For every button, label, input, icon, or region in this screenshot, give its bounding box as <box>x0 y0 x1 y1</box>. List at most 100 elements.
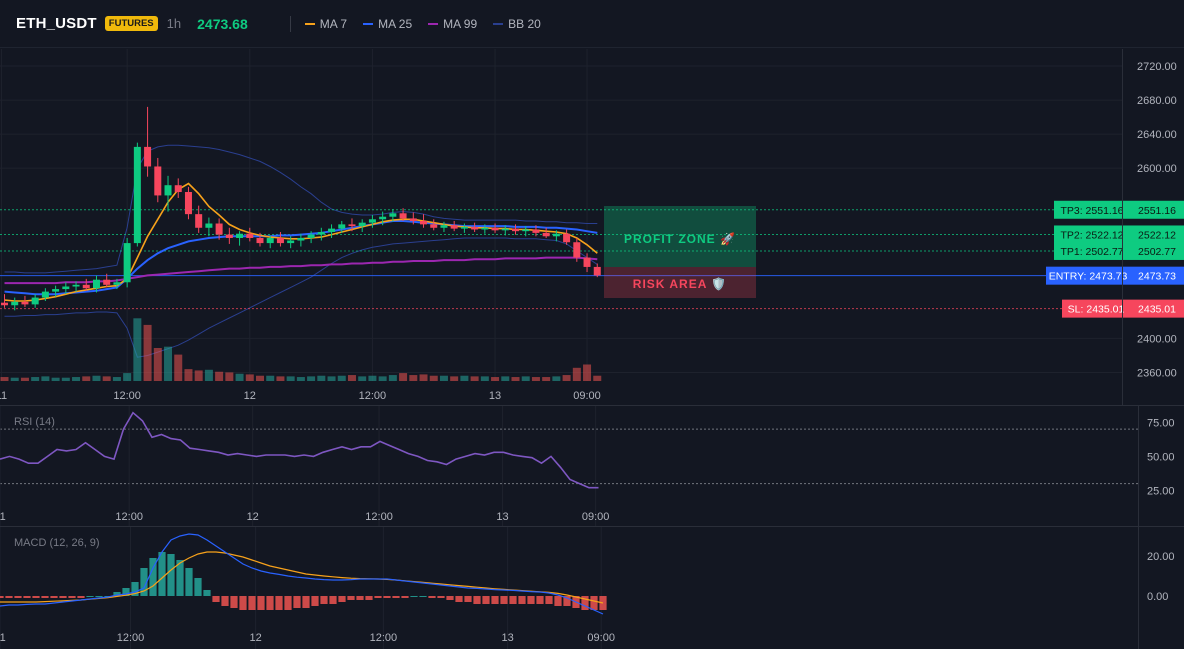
candle-55[interactable] <box>563 229 571 245</box>
volume-bar-14 <box>143 324 152 381</box>
candle-50[interactable] <box>512 224 519 235</box>
candle-48[interactable] <box>491 223 499 233</box>
candle-30[interactable] <box>307 231 315 244</box>
candle-body-14 <box>144 146 152 167</box>
macd-pane[interactable]: MACD (12, 26, 9) 20.00 0.00 11 12:00 12 12:0… <box>0 527 1175 649</box>
candle-52[interactable] <box>532 225 540 237</box>
candle-54[interactable] <box>552 230 560 242</box>
macd-time-axis: 11 12:00 12 12:00 13 09:00 <box>0 632 615 644</box>
macd-hist-57 <box>509 596 517 604</box>
candle-51[interactable] <box>522 226 530 237</box>
legend-ma7[interactable]: MA 7 <box>304 17 347 31</box>
macd-hist-33 <box>293 596 301 608</box>
time-tick-5: 09:00 <box>573 390 601 402</box>
candle-44[interactable] <box>450 220 458 232</box>
candle-2[interactable] <box>21 295 29 307</box>
price-pane[interactable]: PROFIT ZONE 🚀 RISK AREA 🛡️ 2720.00 2680.0… <box>0 49 1184 402</box>
candle-15[interactable] <box>154 157 162 203</box>
candle-42[interactable] <box>430 219 438 231</box>
candle-1[interactable] <box>11 297 19 311</box>
candle-14[interactable] <box>144 106 152 177</box>
legend-ma25[interactable]: MA 25 <box>363 17 412 31</box>
candle-34[interactable] <box>348 218 356 232</box>
risk-area-box <box>604 267 756 298</box>
candle-36[interactable] <box>368 215 376 228</box>
volume-bar-40 <box>409 375 418 381</box>
candle-body-11 <box>113 282 121 285</box>
macd-hist-55 <box>491 596 499 604</box>
candle-body-36 <box>368 219 376 223</box>
level-price-tag-4 <box>1130 299 1184 318</box>
candle-5[interactable] <box>52 285 60 297</box>
rsi-axis[interactable]: 75.00 50.00 25.00 <box>1147 417 1175 497</box>
candle-17[interactable] <box>174 178 182 198</box>
candle-8[interactable] <box>82 278 90 291</box>
candle-41[interactable] <box>420 214 428 228</box>
candle-22[interactable] <box>225 227 233 244</box>
candle-31[interactable] <box>317 227 325 241</box>
candle-27[interactable] <box>276 232 284 247</box>
candle-body-15 <box>154 166 162 196</box>
price-tick-3: 2600.00 <box>1137 163 1177 175</box>
candle-body-54 <box>552 233 560 237</box>
candle-9[interactable] <box>92 275 100 293</box>
candle-53[interactable] <box>542 227 550 238</box>
candle-3[interactable] <box>31 294 39 308</box>
macd-hist-32 <box>284 596 292 610</box>
price-grid <box>0 49 1122 381</box>
candle-35[interactable] <box>358 219 366 233</box>
candle-12[interactable] <box>123 237 131 288</box>
candle-33[interactable] <box>338 220 346 233</box>
candle-20[interactable] <box>205 217 213 237</box>
chart-header: ETH_USDT FUTURES 1h 2473.68 MA 7 MA 25 M… <box>0 0 1184 48</box>
candle-11[interactable] <box>113 278 121 290</box>
price-axis[interactable]: 2720.00 2680.00 2640.00 2600.00 2400.00 2360.… <box>1137 61 1177 379</box>
macd-axis[interactable]: 20.00 0.00 <box>1147 551 1175 603</box>
candle-0[interactable] <box>1 294 8 308</box>
candle-21[interactable] <box>215 218 223 240</box>
candle-39[interactable] <box>399 208 407 221</box>
candle-24[interactable] <box>246 227 254 242</box>
macd-hist-62 <box>554 596 562 606</box>
macd-hist-36 <box>320 596 328 604</box>
candle-6[interactable] <box>62 282 70 295</box>
candle-49[interactable] <box>501 225 509 236</box>
candle-38[interactable] <box>389 209 397 222</box>
candle-32[interactable] <box>328 224 336 238</box>
candle-58[interactable] <box>593 263 601 278</box>
candle-19[interactable] <box>195 205 203 233</box>
macd-time-tick-2: 12 <box>249 632 261 644</box>
candle-25[interactable] <box>256 232 264 247</box>
candle-57[interactable] <box>583 253 591 273</box>
candle-26[interactable] <box>266 235 274 249</box>
candle-13[interactable] <box>133 142 141 247</box>
candle-37[interactable] <box>379 211 387 226</box>
time-axis[interactable]: 11 12:00 12 12:00 13 09:00 <box>0 390 601 402</box>
candle-29[interactable] <box>297 233 305 247</box>
volume-bar-56 <box>572 367 581 381</box>
symbol-name[interactable]: ETH_USDT <box>16 15 97 32</box>
candle-28[interactable] <box>287 236 295 249</box>
candle-40[interactable] <box>409 212 417 225</box>
candle-10[interactable] <box>103 273 111 288</box>
legend-ma99[interactable]: MA 99 <box>428 17 477 31</box>
candle-body-5 <box>52 289 60 292</box>
macd-hist-26 <box>230 596 238 608</box>
candle-4[interactable] <box>41 288 49 301</box>
candle-18[interactable] <box>184 186 192 220</box>
candlesticks[interactable] <box>1 106 601 311</box>
candle-7[interactable] <box>72 281 80 292</box>
legend-ma99-label: MA 99 <box>443 16 478 31</box>
candle-23[interactable] <box>236 231 244 246</box>
candle-45[interactable] <box>460 223 468 233</box>
candle-56[interactable] <box>573 237 581 262</box>
legend-bb20[interactable]: BB 20 <box>493 17 541 31</box>
candle-16[interactable] <box>164 175 172 212</box>
candle-43[interactable] <box>440 221 448 233</box>
rsi-time-axis: 11 12:00 12 12:00 13 09:00 <box>0 511 609 523</box>
timeframe-label[interactable]: 1h <box>166 16 182 31</box>
candle-47[interactable] <box>481 224 489 234</box>
candle-46[interactable] <box>471 222 479 233</box>
